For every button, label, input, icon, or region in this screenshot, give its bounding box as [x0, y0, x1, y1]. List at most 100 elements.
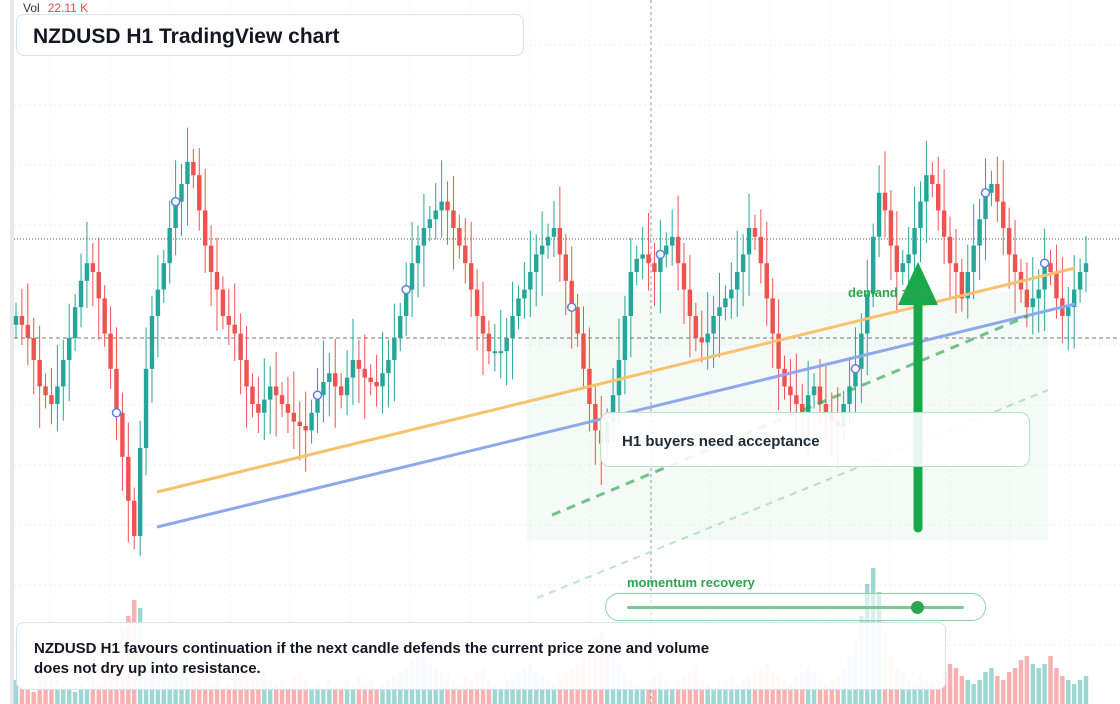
momentum-label: momentum recovery — [627, 575, 755, 590]
candle-body — [179, 184, 184, 202]
volume-bar — [829, 680, 835, 704]
candle-body — [876, 192, 882, 237]
candle-body — [865, 294, 870, 334]
markers — [111, 188, 1050, 418]
candle-body — [220, 289, 226, 316]
candle-body — [539, 245, 545, 255]
volume-legend: Vol 22.11 K — [23, 1, 88, 15]
volume-bar — [640, 688, 645, 704]
candle-body — [226, 316, 232, 325]
candle-body — [941, 210, 947, 237]
candle-body — [463, 245, 468, 264]
candle-body — [675, 236, 681, 264]
volume-bar — [327, 680, 332, 704]
candle-body — [1012, 254, 1018, 272]
arrow-up-icon — [898, 262, 938, 305]
volume-bar — [918, 676, 923, 704]
candle-body — [279, 395, 285, 404]
candle-body — [19, 316, 25, 325]
candle-body — [510, 316, 515, 338]
candle-body — [740, 254, 746, 272]
volume-bar — [374, 688, 379, 704]
candle-body — [563, 254, 568, 281]
event-marker[interactable] — [1039, 258, 1050, 268]
candle-body — [947, 236, 953, 264]
volume-bar — [723, 680, 728, 704]
event-marker[interactable] — [312, 390, 323, 400]
candle-body — [368, 377, 373, 382]
candle-body — [557, 228, 563, 255]
volume-bar — [90, 680, 96, 704]
candle-body — [734, 272, 740, 290]
candle-body — [415, 245, 421, 264]
event-marker[interactable] — [401, 284, 411, 295]
volume-bar — [362, 684, 368, 704]
candle-body — [486, 333, 492, 352]
note-card[interactable]: H1 buyers need acceptance — [600, 412, 1030, 467]
candle-body — [137, 448, 143, 536]
volume-bar — [1066, 680, 1071, 704]
candles — [13, 127, 1089, 557]
volume-bar — [309, 688, 314, 704]
volume-bar — [155, 680, 161, 704]
momentum-knob[interactable] — [910, 601, 924, 614]
summary-text: NZDUSD H1 favours continuation if the ne… — [34, 640, 710, 677]
zone-label: demand zone — [848, 285, 932, 300]
candle-body — [699, 338, 704, 343]
candle-body — [451, 210, 456, 228]
volume-bar — [338, 688, 344, 704]
candle-body — [392, 338, 397, 360]
candle-body — [72, 307, 78, 338]
event-marker[interactable] — [566, 302, 577, 312]
candle-body — [894, 245, 900, 272]
candle-body — [687, 289, 693, 316]
candle-body — [977, 219, 982, 246]
candle-body — [433, 210, 438, 220]
candle-body — [882, 192, 888, 211]
momentum-slider[interactable] — [605, 593, 986, 621]
volume-bar — [924, 680, 929, 704]
event-marker[interactable] — [850, 364, 861, 374]
candle-body — [995, 184, 1000, 202]
event-marker[interactable] — [980, 188, 991, 198]
candle-body — [78, 280, 84, 308]
volume-bar — [823, 684, 829, 704]
volume-label: Vol — [23, 1, 40, 15]
volume-bar — [25, 688, 31, 704]
volume-bar — [451, 680, 456, 704]
volume-bar — [717, 684, 722, 704]
candle-body — [1001, 201, 1006, 228]
event-marker[interactable] — [111, 408, 122, 418]
candle-body — [173, 201, 178, 228]
candle-body — [202, 210, 208, 246]
candle-body — [238, 333, 243, 360]
candle-body — [805, 395, 811, 413]
candle-body — [25, 324, 31, 338]
title-card: NZDUSD H1 TradingView chart — [16, 14, 524, 56]
volume-bar — [1012, 668, 1018, 704]
event-marker[interactable] — [655, 249, 666, 260]
volume-bar — [835, 676, 840, 704]
candle-body — [214, 272, 220, 290]
candle-body — [616, 360, 622, 396]
volume-bar — [43, 676, 48, 704]
volume-bar — [989, 668, 994, 704]
candle-body — [362, 368, 368, 378]
volume-bar — [557, 676, 563, 704]
volume-bar — [492, 684, 498, 704]
summary-card: NZDUSD H1 favours continuation if the ne… — [16, 622, 946, 690]
volume-bar — [72, 692, 78, 704]
candle-body — [315, 395, 320, 413]
candle-body — [1036, 289, 1041, 299]
volume-bar — [705, 684, 710, 704]
volume-bar — [356, 676, 362, 704]
candle-body — [1077, 272, 1083, 290]
candle-body — [912, 228, 917, 255]
candle-body — [498, 351, 503, 354]
candle-body — [746, 228, 752, 255]
event-marker[interactable] — [170, 196, 181, 207]
candle-body — [1006, 228, 1012, 255]
candle-body — [31, 338, 36, 360]
volume-bar — [202, 676, 208, 704]
